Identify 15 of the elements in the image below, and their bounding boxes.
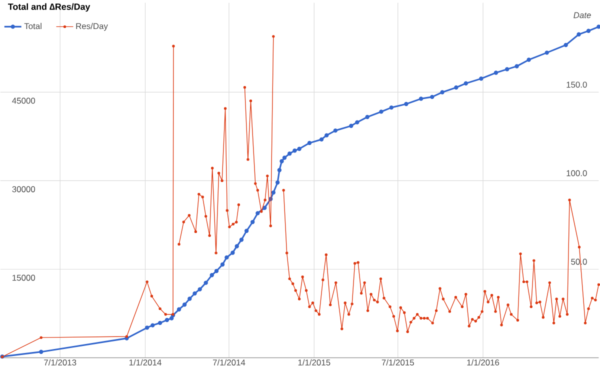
legend-label: Total <box>24 23 42 30</box>
y2-tick-label: 150.0 <box>566 82 587 88</box>
y2-tick-label: 100.0 <box>566 170 587 176</box>
x-tick-label: 1/1/2014 <box>129 359 162 366</box>
y-tick-label: 45000 <box>12 98 36 104</box>
y-tick-label: 30000 <box>12 186 36 192</box>
x-tick-label: 1/1/2016 <box>467 359 500 366</box>
x-tick-label: 7/1/2014 <box>212 359 246 366</box>
y-tick-label: 15000 <box>12 274 36 281</box>
chart-title: Total and ∆Res/Day <box>8 3 90 12</box>
x-tick-label: 7/1/2013 <box>44 359 76 366</box>
legend-label: Res/Day <box>76 23 108 31</box>
x-tick-label: 7/1/2015 <box>382 359 414 366</box>
x-tick-label: 1/1/2015 <box>298 359 330 366</box>
x-axis-title: Date <box>574 12 591 18</box>
